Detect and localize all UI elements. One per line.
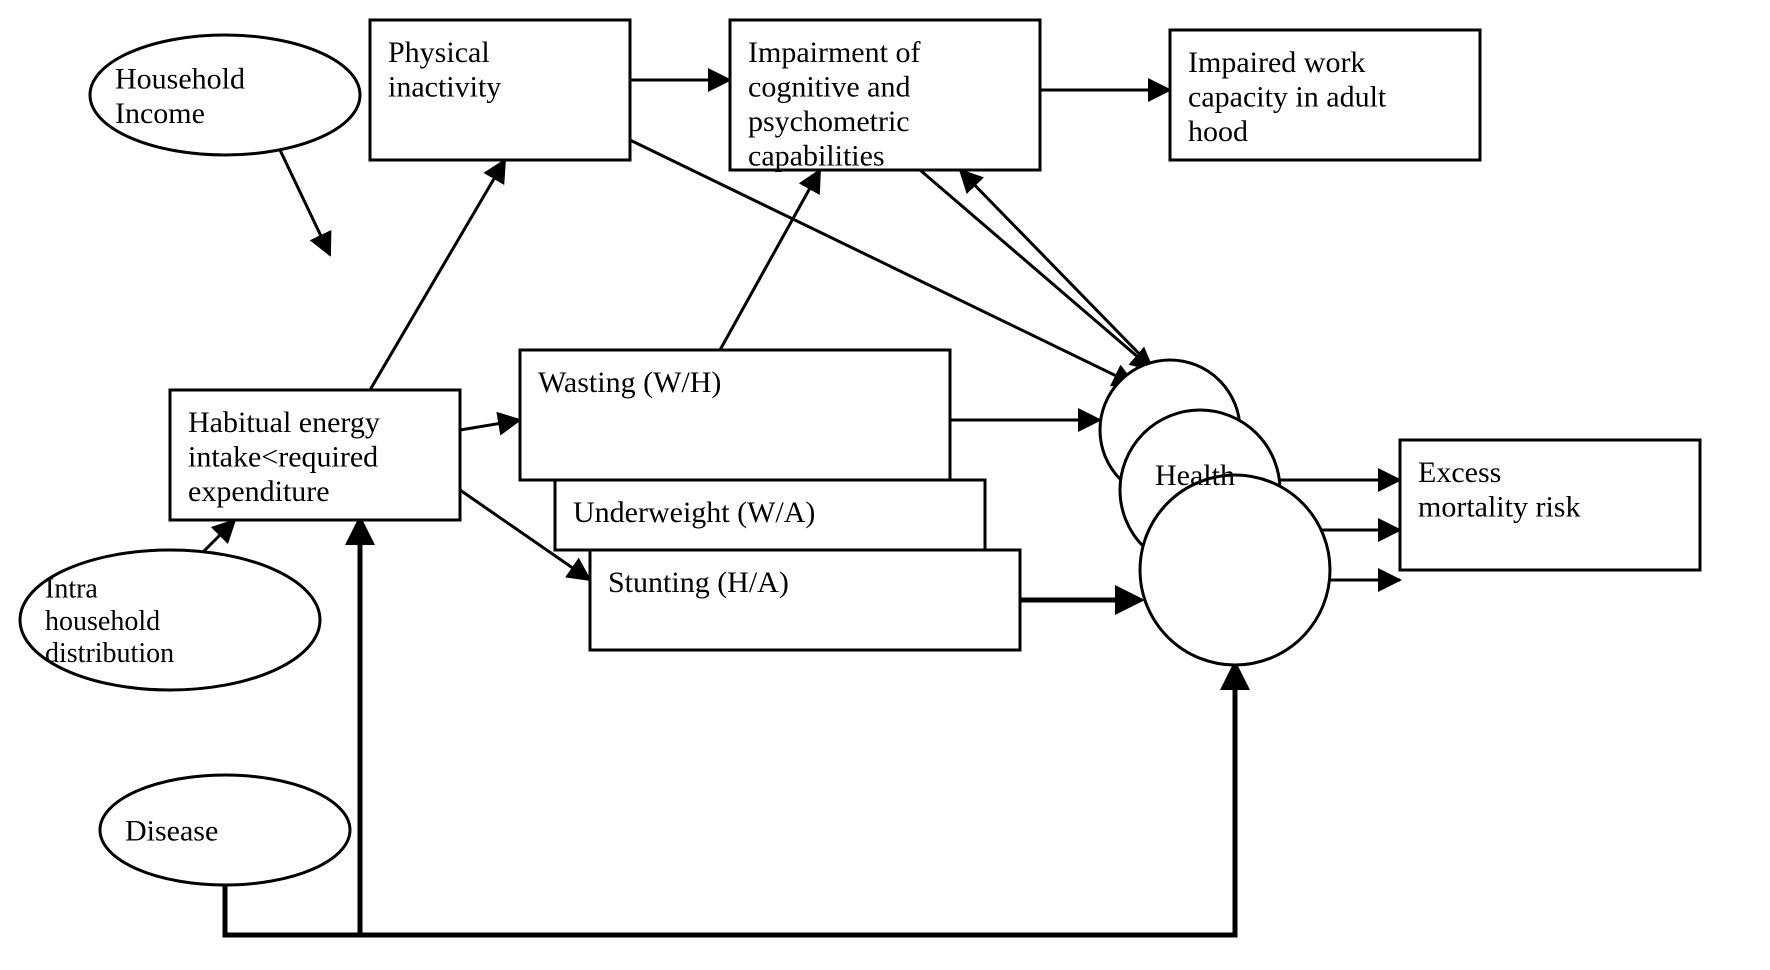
edge-disease-habitual_and_health bbox=[225, 665, 1235, 935]
node-habitual-label-line-0: Habitual energy bbox=[188, 406, 380, 439]
edge-health-impairment bbox=[960, 170, 1155, 370]
node-health_c3 bbox=[1140, 475, 1330, 665]
node-stunting bbox=[590, 550, 1020, 650]
node-impaired_work-label-line-2: hood bbox=[1188, 115, 1248, 148]
edge-household_income-habitual bbox=[280, 150, 330, 255]
node-household_income-label-line-0: Household bbox=[115, 62, 245, 95]
node-household_income-label-line-1: Income bbox=[115, 97, 205, 130]
node-excess_mortality-label-line-0: Excess bbox=[1418, 456, 1501, 489]
node-intra_household-label-line-2: distribution bbox=[45, 638, 174, 669]
node-underweight-label-line-0: Underweight (W/A) bbox=[573, 496, 815, 529]
node-impairment-label-line-2: psychometric bbox=[748, 105, 910, 138]
node-wasting-label-line-0: Wasting (W/H) bbox=[538, 366, 721, 399]
node-stunting-label-line-0: Stunting (H/A) bbox=[608, 566, 789, 599]
diagram-canvas: HouseholdIncome Intrahouseholddistributio… bbox=[0, 0, 1770, 970]
edge-impairment-health bbox=[920, 170, 1153, 370]
node-physical_inactivity-label-line-1: inactivity bbox=[388, 71, 501, 104]
node-intra_household-label-line-0: Intra bbox=[45, 574, 98, 605]
edge-wasting-impairment bbox=[720, 170, 820, 350]
node-disease-label-line-0: Disease bbox=[125, 815, 218, 848]
node-physical_inactivity-label-line-0: Physical bbox=[388, 36, 490, 69]
node-impairment-label-line-0: Impairment of bbox=[748, 36, 920, 69]
node-health_label-line-0: Health bbox=[1155, 459, 1235, 492]
node-impairment-label-line-1: cognitive and bbox=[748, 71, 910, 104]
edge-habitual-wasting bbox=[460, 420, 520, 430]
node-habitual-label-line-1: intake<required bbox=[188, 441, 378, 474]
node-impairment-label-line-3: capabilities bbox=[748, 140, 885, 173]
node-impaired_work-label-line-1: capacity in adult bbox=[1188, 81, 1387, 114]
node-impaired_work-label-line-0: Impaired work bbox=[1188, 46, 1365, 79]
node-habitual-label-line-2: expenditure bbox=[188, 475, 330, 508]
edge-intra_household-habitual bbox=[200, 520, 235, 555]
node-excess_mortality-label-line-1: mortality risk bbox=[1418, 491, 1580, 524]
node-intra_household-label-line-1: household bbox=[45, 606, 160, 637]
edge-habitual-physical_inactivity bbox=[370, 160, 505, 390]
edge-physical_inactivity-health bbox=[630, 140, 1135, 385]
